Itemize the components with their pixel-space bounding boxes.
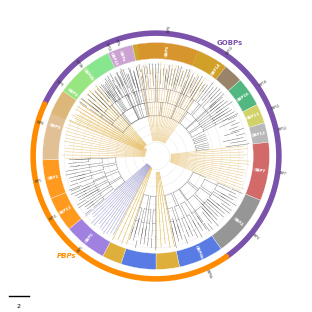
Wedge shape xyxy=(228,80,257,112)
Text: OBP12: OBP12 xyxy=(251,131,267,138)
Text: OBP12: OBP12 xyxy=(277,126,287,132)
Wedge shape xyxy=(42,91,76,160)
Text: OBP4b: OBP4b xyxy=(82,68,95,82)
Wedge shape xyxy=(176,236,221,267)
Text: PBPs: PBPs xyxy=(57,253,76,259)
Text: OBP1: OBP1 xyxy=(34,178,43,184)
Text: OBP5: OBP5 xyxy=(85,232,95,244)
Wedge shape xyxy=(69,218,110,256)
Wedge shape xyxy=(51,66,96,119)
Wedge shape xyxy=(86,44,139,79)
Text: OBPa: OBPa xyxy=(114,38,120,46)
Text: OBP11: OBP11 xyxy=(246,112,261,121)
Text: OBPa: OBPa xyxy=(118,50,125,63)
Text: OBP11: OBP11 xyxy=(58,205,73,216)
Text: OBP6: OBP6 xyxy=(167,24,172,33)
Text: GOBPs: GOBPs xyxy=(217,40,243,46)
Wedge shape xyxy=(136,42,198,66)
Wedge shape xyxy=(212,194,261,249)
Text: OBP16: OBP16 xyxy=(236,91,251,103)
Text: OBP11: OBP11 xyxy=(271,104,281,111)
Wedge shape xyxy=(156,251,180,270)
Text: OBP9: OBP9 xyxy=(66,87,78,98)
Text: OBP15: OBP15 xyxy=(108,52,118,67)
Wedge shape xyxy=(43,159,66,198)
Text: OBP14: OBP14 xyxy=(211,63,222,77)
Text: OBP6b: OBP6b xyxy=(194,245,204,260)
Wedge shape xyxy=(108,45,136,68)
Text: OBP7: OBP7 xyxy=(254,168,266,173)
Text: OBP1: OBP1 xyxy=(47,175,59,181)
Wedge shape xyxy=(246,142,270,200)
Text: OBP7: OBP7 xyxy=(279,171,287,176)
Text: OBP11: OBP11 xyxy=(48,213,59,222)
Wedge shape xyxy=(193,51,240,91)
Text: 2: 2 xyxy=(17,304,21,309)
Text: OBP5: OBP5 xyxy=(76,245,85,254)
Text: OBP16: OBP16 xyxy=(258,79,268,88)
Text: OBP4b: OBP4b xyxy=(75,60,84,70)
Wedge shape xyxy=(132,42,226,79)
Text: OBP6b: OBP6b xyxy=(205,269,212,279)
Wedge shape xyxy=(103,242,126,264)
Text: OBP8: OBP8 xyxy=(36,120,45,126)
Text: OBP8: OBP8 xyxy=(48,123,61,130)
Text: OBP15: OBP15 xyxy=(104,42,111,52)
Wedge shape xyxy=(51,193,81,229)
Wedge shape xyxy=(249,123,269,144)
Text: OBP14: OBP14 xyxy=(226,45,235,55)
Text: OBP6: OBP6 xyxy=(164,45,170,57)
Wedge shape xyxy=(243,105,265,128)
Text: OBP4: OBP4 xyxy=(232,217,244,227)
Text: OBP4: OBP4 xyxy=(251,233,260,241)
Text: OBP9: OBP9 xyxy=(56,80,64,88)
Wedge shape xyxy=(121,248,156,270)
Wedge shape xyxy=(63,53,115,100)
